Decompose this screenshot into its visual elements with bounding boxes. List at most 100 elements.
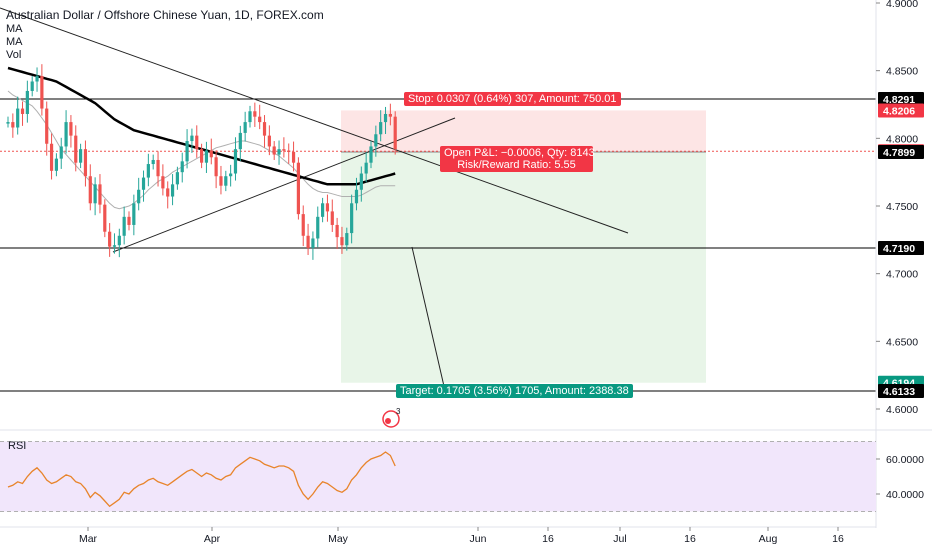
volume-legend[interactable]: Vol — [6, 49, 22, 61]
candle-body — [83, 149, 88, 177]
price-tick-label: 4.6500 — [886, 336, 918, 348]
candle-body — [11, 122, 15, 128]
candle-body — [335, 224, 339, 238]
ma-slow-legend[interactable]: MA — [6, 36, 23, 48]
price-tick-label: 4.7000 — [886, 269, 918, 281]
candle-body — [20, 108, 25, 114]
candle-body — [156, 159, 160, 177]
candle-body — [306, 235, 310, 248]
candle-body — [69, 122, 73, 136]
time-tick-label: May — [328, 533, 349, 545]
time-tick-label: 16 — [832, 533, 844, 545]
candle-body — [229, 173, 233, 177]
price-label-box — [878, 103, 924, 118]
candle-body — [277, 149, 281, 155]
candle-body — [146, 164, 150, 178]
candle-body — [350, 203, 354, 234]
candle-body — [59, 146, 63, 159]
rsi-legend[interactable]: RSI — [8, 440, 27, 452]
event-icon-dot — [385, 418, 391, 424]
time-tick-label: Aug — [759, 533, 778, 545]
candle-body — [209, 150, 213, 158]
candle-body — [354, 189, 359, 204]
candle-body — [383, 113, 388, 123]
event-count-badge: 3 — [396, 407, 401, 416]
candle-body — [195, 135, 199, 150]
candle-body — [238, 132, 242, 150]
price-tick-label: 4.9000 — [886, 0, 918, 10]
candle-body — [214, 157, 218, 177]
candle-body — [369, 146, 373, 163]
candle-body — [272, 146, 276, 155]
projection-line — [411, 246, 447, 396]
candle-body — [301, 214, 305, 236]
candle-body — [379, 122, 383, 135]
rsi-tick-label: 40.0000 — [886, 489, 924, 501]
candle-body — [79, 149, 83, 163]
time-tick-label: Jun — [470, 533, 487, 545]
candle-body — [35, 76, 39, 82]
candle-body — [166, 188, 170, 197]
open-pl-label[interactable]: Open P&L: −0.0006, Qty: 8143 Risk/Reward… — [440, 146, 595, 172]
candle-body — [233, 149, 238, 174]
candle-body — [122, 216, 126, 236]
candle-body — [219, 176, 223, 186]
symbol-title[interactable]: Australian Dollar / Offshore Chinese Yua… — [6, 8, 324, 22]
candle-body — [103, 204, 107, 232]
target-label[interactable]: Target: 0.1705 (3.56%) 1705, Amount: 238… — [396, 384, 633, 398]
open-pl-text: Open P&L: −0.0006, Qty: 8143 — [444, 147, 595, 159]
price-label-box — [878, 145, 924, 160]
price-tick-label: 4.7500 — [886, 201, 918, 213]
stop-label[interactable]: Stop: 0.0307 (0.64%) 307, Amount: 750.01 — [404, 92, 621, 106]
candle-body — [190, 135, 194, 142]
candle-body — [49, 143, 54, 171]
candle-body — [170, 184, 175, 197]
candle-body — [200, 149, 204, 163]
candle-body — [243, 122, 247, 133]
candle-body — [185, 141, 189, 162]
candle-body — [267, 135, 271, 147]
candle-body — [54, 158, 58, 171]
candle-body — [64, 122, 68, 147]
candle-body — [108, 231, 112, 247]
candle-body — [204, 150, 209, 163]
candle-body — [151, 159, 155, 165]
chart-legend: Australian Dollar / Offshore Chinese Yua… — [6, 8, 324, 61]
candle-body — [127, 216, 131, 225]
price-label-box — [878, 240, 924, 255]
candle-body — [311, 238, 315, 248]
time-tick-label: Apr — [204, 533, 221, 545]
candle-body — [224, 176, 228, 186]
price-label: 4.7190 — [883, 243, 915, 255]
price-label: 4.7899 — [883, 147, 915, 159]
candle-body — [345, 233, 349, 246]
candle-body — [393, 116, 397, 150]
candle-body — [258, 116, 262, 123]
candle-body — [16, 108, 20, 128]
stop-zone — [341, 110, 706, 153]
time-tick-label: Mar — [79, 533, 98, 545]
price-tick-label: 4.6000 — [886, 404, 918, 416]
price-label: 4.8291 — [883, 94, 915, 106]
price-label-box — [878, 91, 924, 106]
candle-body — [112, 245, 117, 247]
candle-body — [316, 216, 320, 239]
candle-body — [180, 161, 184, 173]
candle-body — [262, 122, 267, 136]
candle-body — [93, 184, 97, 204]
candle-body — [88, 176, 92, 204]
risk-reward-text: Risk/Reward Ratio: 5.55 — [457, 159, 576, 171]
candle-body — [359, 173, 363, 190]
rsi-tick-label: 60.0000 — [886, 454, 924, 466]
candle-body — [374, 134, 378, 147]
rsi-line — [7, 451, 396, 508]
price-tick-label: 4.8000 — [886, 133, 918, 145]
ma-fast-legend[interactable]: MA — [6, 23, 23, 35]
candle-body — [296, 162, 300, 215]
candle-body — [161, 176, 165, 189]
trendline-up — [112, 117, 456, 253]
price-label: 4.8206 — [883, 105, 915, 117]
candle-body — [30, 81, 34, 91]
candle-body — [340, 237, 344, 246]
